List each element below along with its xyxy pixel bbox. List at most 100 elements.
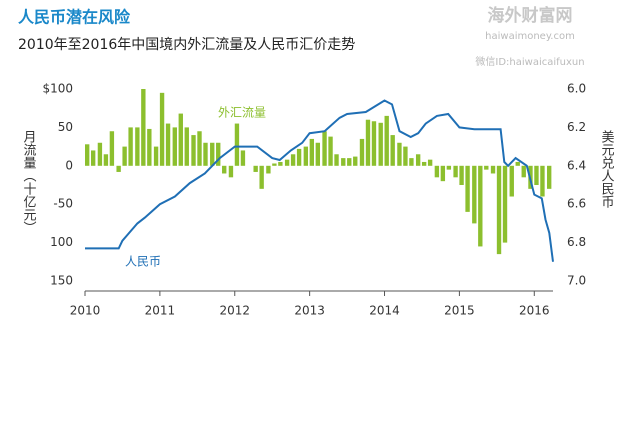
- bar: [315, 142, 320, 166]
- bar: [322, 131, 327, 166]
- bar: [216, 142, 221, 166]
- bar: [478, 165, 483, 247]
- bar: [278, 161, 283, 166]
- y-tick-label: $100: [42, 82, 73, 96]
- bar: [165, 123, 171, 166]
- bar: [203, 142, 208, 166]
- bar: [197, 131, 202, 166]
- y2-tick-label: 6.2: [567, 120, 586, 134]
- bar: [147, 128, 152, 166]
- y2-axis-title: 美元兑人民币: [599, 130, 615, 208]
- bar: [296, 148, 302, 166]
- bar: [415, 154, 421, 166]
- bar: [484, 165, 489, 170]
- bar: [403, 146, 408, 166]
- bar: [90, 150, 96, 166]
- y2-tick-label: 6.6: [567, 197, 586, 211]
- bar: [153, 146, 159, 166]
- bar: [109, 131, 115, 166]
- bar: [122, 146, 127, 166]
- bar: [359, 138, 365, 166]
- bar: [341, 158, 346, 166]
- bar: [390, 135, 395, 166]
- bar: [384, 115, 389, 166]
- y2-tick-label: 7.0: [567, 274, 586, 288]
- bar: [547, 165, 552, 189]
- x-tick-label: 2014: [369, 304, 400, 318]
- x-tick-label: 2011: [145, 304, 176, 318]
- bar: [459, 165, 464, 185]
- chart-title: 人民币潜在风险: [18, 8, 131, 27]
- bar: [328, 136, 333, 166]
- bar: [253, 165, 258, 172]
- bar: [85, 144, 90, 166]
- bar: [191, 135, 196, 166]
- y-tick-label: 0: [65, 158, 73, 172]
- bar: [378, 122, 383, 166]
- watermark-url: haiwaimoney.com: [485, 31, 575, 42]
- bar: [159, 92, 165, 166]
- bar: [103, 154, 109, 166]
- bar: [240, 150, 246, 166]
- bar: [272, 163, 277, 166]
- bar: [521, 165, 526, 178]
- y-tick-label: 150: [50, 274, 73, 288]
- bar: [172, 127, 177, 166]
- y-tick-label: 100: [50, 235, 73, 249]
- bar: [465, 165, 470, 212]
- bar: [409, 158, 414, 166]
- bar: [178, 113, 183, 166]
- bar: [440, 165, 446, 182]
- bar: [427, 159, 433, 166]
- y-tick-label: 50: [58, 120, 73, 134]
- bar: [509, 165, 514, 197]
- bar-series-label: 外汇流量: [218, 106, 266, 120]
- line: [85, 99, 554, 262]
- x-tick-label: 2010: [70, 304, 101, 318]
- bar: [502, 165, 508, 243]
- bar: [347, 158, 352, 166]
- chart-subtitle: 2010年至2016年中国境内外汇流量及人民币汇价走势: [18, 37, 355, 53]
- line-series-label: 人民币: [125, 255, 161, 269]
- x-tick-label: 2016: [519, 304, 550, 318]
- bar: [434, 165, 440, 178]
- bar: [490, 165, 496, 174]
- bar: [284, 159, 290, 166]
- bar: [309, 138, 315, 166]
- bar: [97, 142, 103, 166]
- bar: [453, 165, 458, 178]
- y2-tick-label: 6.4: [567, 158, 586, 172]
- bar: [228, 165, 234, 178]
- bar: [135, 127, 140, 166]
- bar: [210, 142, 215, 166]
- bar: [365, 119, 371, 166]
- bar: [472, 165, 477, 224]
- bar: [421, 161, 427, 166]
- y-axis-title: 月流量（十亿元）: [21, 130, 37, 234]
- bar: [141, 89, 146, 166]
- bar: [515, 161, 520, 166]
- watermark-site: 海外财富网: [488, 5, 573, 26]
- y2-tick-label: 6.8: [567, 235, 586, 249]
- watermark-wechat: 微信ID:haiwaicaifuxun: [475, 55, 584, 68]
- bar: [259, 165, 264, 189]
- bar: [266, 165, 271, 174]
- bar: [116, 165, 121, 172]
- x-tick-label: 2015: [444, 304, 475, 318]
- bar: [397, 142, 402, 166]
- bar: [303, 146, 309, 166]
- bar: [128, 127, 133, 166]
- bar: [540, 165, 545, 197]
- x-tick-label: 2013: [294, 304, 325, 318]
- chart: 人民币潜在风险 2010年至2016年中国境内外汇流量及人民币汇价走势 海外财富…: [18, 5, 615, 318]
- bar: [353, 156, 358, 166]
- bar: [371, 121, 377, 166]
- bar: [334, 154, 339, 166]
- y2-tick-label: 6.0: [567, 82, 586, 96]
- bar: [234, 123, 240, 166]
- y-tick-label: -50: [53, 197, 73, 211]
- bar: [446, 165, 452, 170]
- bar: [222, 165, 227, 174]
- bar: [496, 165, 502, 255]
